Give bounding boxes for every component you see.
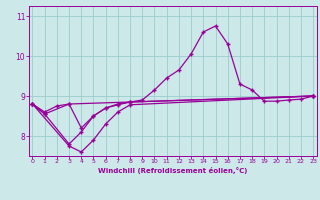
X-axis label: Windchill (Refroidissement éolien,°C): Windchill (Refroidissement éolien,°C) — [98, 167, 247, 174]
